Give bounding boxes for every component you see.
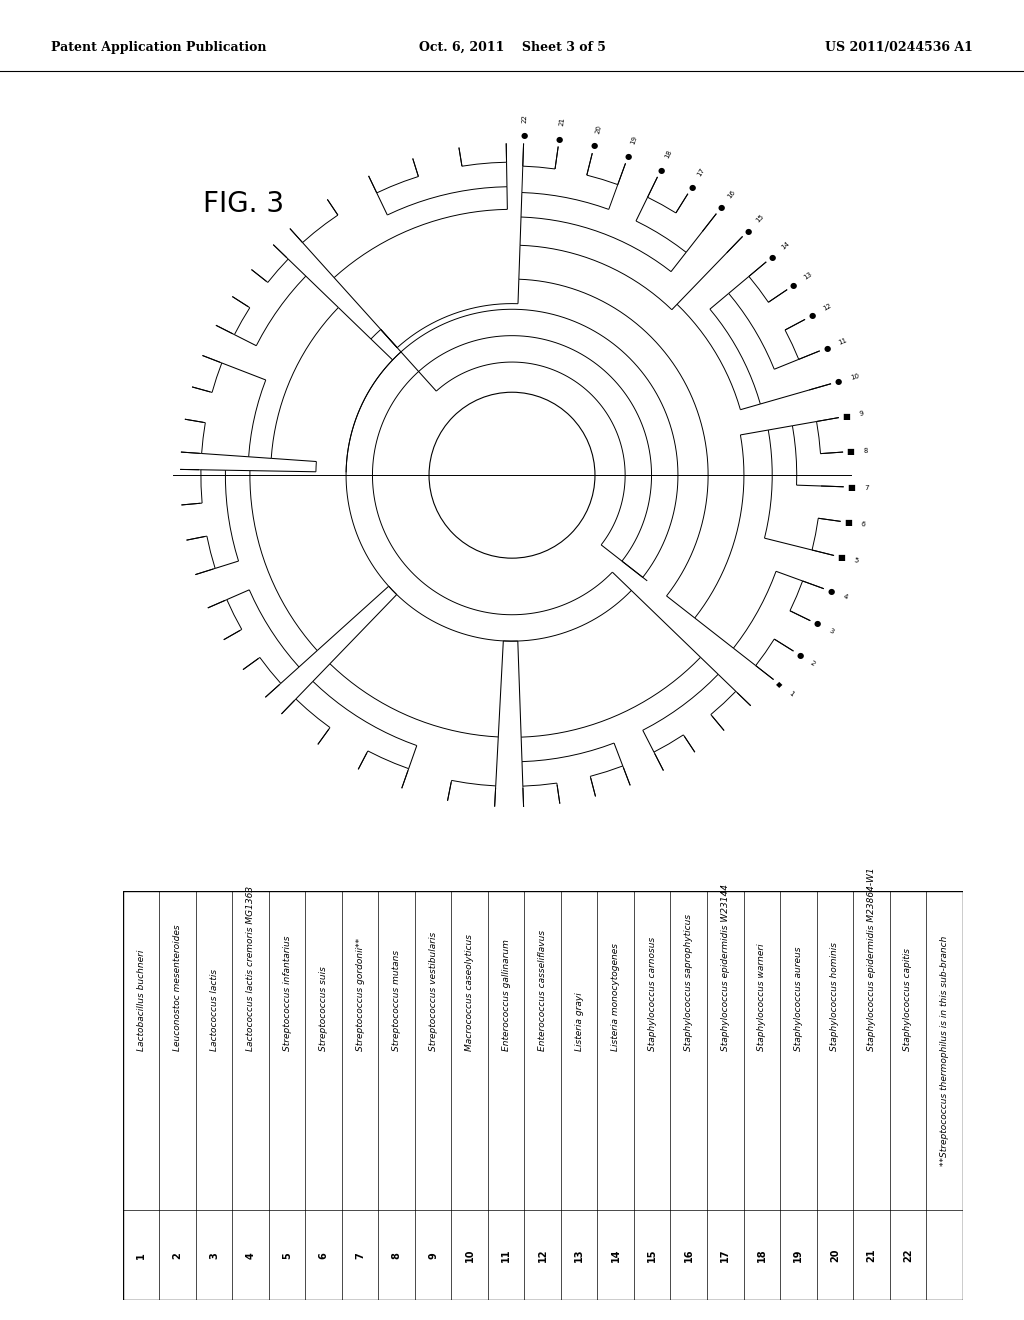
Text: Staphylococcus carnosus: Staphylococcus carnosus: [648, 936, 656, 1051]
Text: Streptococcus gordonii**: Streptococcus gordonii**: [355, 937, 365, 1051]
Text: Leuconostoc mesenteroides: Leuconostoc mesenteroides: [173, 924, 182, 1051]
Text: 21: 21: [558, 116, 565, 127]
Text: Enterococcus casseliflavus: Enterococcus casseliflavus: [539, 929, 547, 1051]
Text: 19: 19: [794, 1249, 803, 1262]
Text: 19: 19: [630, 135, 639, 145]
Text: US 2011/0244536 A1: US 2011/0244536 A1: [825, 41, 973, 54]
FancyBboxPatch shape: [123, 891, 963, 1300]
Text: 10: 10: [465, 1249, 475, 1262]
Text: ●: ●: [797, 651, 804, 660]
Text: 5: 5: [853, 557, 859, 565]
Text: Streptococcus suis: Streptococcus suis: [319, 966, 328, 1051]
Text: ●: ●: [835, 378, 842, 387]
Text: 22: 22: [903, 1249, 912, 1262]
Text: FIG. 3: FIG. 3: [203, 190, 284, 218]
Text: **Streptococcus thermophilus is in this sub-branch: **Streptococcus thermophilus is in this …: [940, 936, 949, 1166]
Text: 10: 10: [850, 372, 860, 381]
Text: 15: 15: [755, 213, 765, 223]
Text: ●: ●: [823, 343, 830, 352]
Text: 9: 9: [428, 1251, 438, 1258]
Text: 22: 22: [521, 114, 527, 123]
Text: Oct. 6, 2011    Sheet 3 of 5: Oct. 6, 2011 Sheet 3 of 5: [419, 41, 605, 54]
Text: 5: 5: [283, 1251, 292, 1258]
Text: 7: 7: [355, 1251, 366, 1258]
Text: Patent Application Publication: Patent Application Publication: [51, 41, 266, 54]
Text: 3: 3: [209, 1251, 219, 1258]
Text: 14: 14: [610, 1249, 621, 1262]
Text: ●: ●: [744, 227, 752, 235]
Text: Staphylococcus warneri: Staphylococcus warneri: [758, 942, 766, 1051]
Text: 12: 12: [538, 1249, 548, 1262]
Text: 1: 1: [136, 1251, 146, 1258]
Text: ●: ●: [827, 587, 835, 595]
Text: 11: 11: [501, 1249, 511, 1262]
Text: ■: ■: [843, 412, 850, 421]
Text: 12: 12: [822, 302, 833, 313]
Text: 16: 16: [727, 189, 737, 199]
Text: 6: 6: [318, 1251, 329, 1258]
Text: Staphylococcus capitis: Staphylococcus capitis: [903, 948, 912, 1051]
Text: Lactococcus lactis: Lactococcus lactis: [210, 969, 219, 1051]
Text: ●: ●: [625, 152, 632, 161]
Text: 6: 6: [861, 521, 866, 528]
Text: Lactococcus lactis cremoris MG1363: Lactococcus lactis cremoris MG1363: [246, 886, 255, 1051]
Text: 13: 13: [574, 1249, 585, 1262]
Text: ●: ●: [808, 312, 815, 321]
Text: 2: 2: [809, 660, 816, 667]
Text: 8: 8: [863, 447, 868, 454]
Text: 4: 4: [246, 1251, 256, 1258]
Text: ■: ■: [844, 517, 852, 527]
Text: ●: ●: [657, 165, 665, 174]
Text: ●: ●: [813, 619, 820, 628]
Text: ■: ■: [847, 483, 855, 491]
Text: ◆: ◆: [776, 680, 782, 689]
Text: ●: ●: [591, 141, 598, 150]
Text: 18: 18: [664, 149, 673, 160]
Text: 9: 9: [859, 411, 864, 417]
Text: 3: 3: [827, 627, 835, 635]
Text: 17: 17: [696, 166, 707, 178]
Text: ●: ●: [790, 281, 797, 290]
Text: 13: 13: [803, 271, 813, 280]
Text: Streptococcus vestibularis: Streptococcus vestibularis: [429, 932, 437, 1051]
Text: 2: 2: [173, 1251, 182, 1258]
Text: 20: 20: [594, 124, 602, 133]
Text: 21: 21: [866, 1249, 877, 1262]
Text: ●: ●: [556, 135, 563, 144]
Text: ●: ●: [718, 203, 725, 213]
Text: 11: 11: [838, 337, 849, 346]
Text: ●: ●: [768, 252, 775, 261]
Text: Lactobacillus buchneri: Lactobacillus buchneri: [136, 949, 145, 1051]
Text: 16: 16: [684, 1249, 693, 1262]
Text: ●: ●: [688, 183, 695, 191]
Text: Staphylococcus aureus: Staphylococcus aureus: [794, 946, 803, 1051]
Text: Streptococcus infantarius: Streptococcus infantarius: [283, 935, 292, 1051]
Text: 18: 18: [757, 1249, 767, 1262]
Text: 15: 15: [647, 1249, 657, 1262]
Text: ■: ■: [847, 447, 855, 455]
Text: 7: 7: [864, 484, 869, 491]
Text: 8: 8: [392, 1251, 401, 1259]
Text: ■: ■: [838, 553, 845, 562]
Text: 1: 1: [788, 690, 796, 697]
Text: Staphylococcus hominis: Staphylococcus hominis: [830, 941, 840, 1051]
Text: Streptococcus mutans: Streptococcus mutans: [392, 949, 401, 1051]
Text: Staphylococcus epidermidis M23864-W1: Staphylococcus epidermidis M23864-W1: [866, 867, 876, 1051]
Text: 4: 4: [843, 593, 849, 601]
Text: Macrococcus caseolyticus: Macrococcus caseolyticus: [465, 933, 474, 1051]
Text: Listeria grayi: Listeria grayi: [574, 991, 584, 1051]
Text: ●: ●: [520, 132, 527, 140]
Text: Listeria monocytogenes: Listeria monocytogenes: [611, 942, 621, 1051]
Text: 17: 17: [720, 1249, 730, 1262]
Text: Enterococcus gallinarum: Enterococcus gallinarum: [502, 939, 511, 1051]
Text: 20: 20: [829, 1249, 840, 1262]
Text: 14: 14: [780, 240, 791, 251]
Text: Staphylococcus epidermidis W23144: Staphylococcus epidermidis W23144: [721, 883, 730, 1051]
Text: Staphylococcus saprophyticus: Staphylococcus saprophyticus: [684, 913, 693, 1051]
